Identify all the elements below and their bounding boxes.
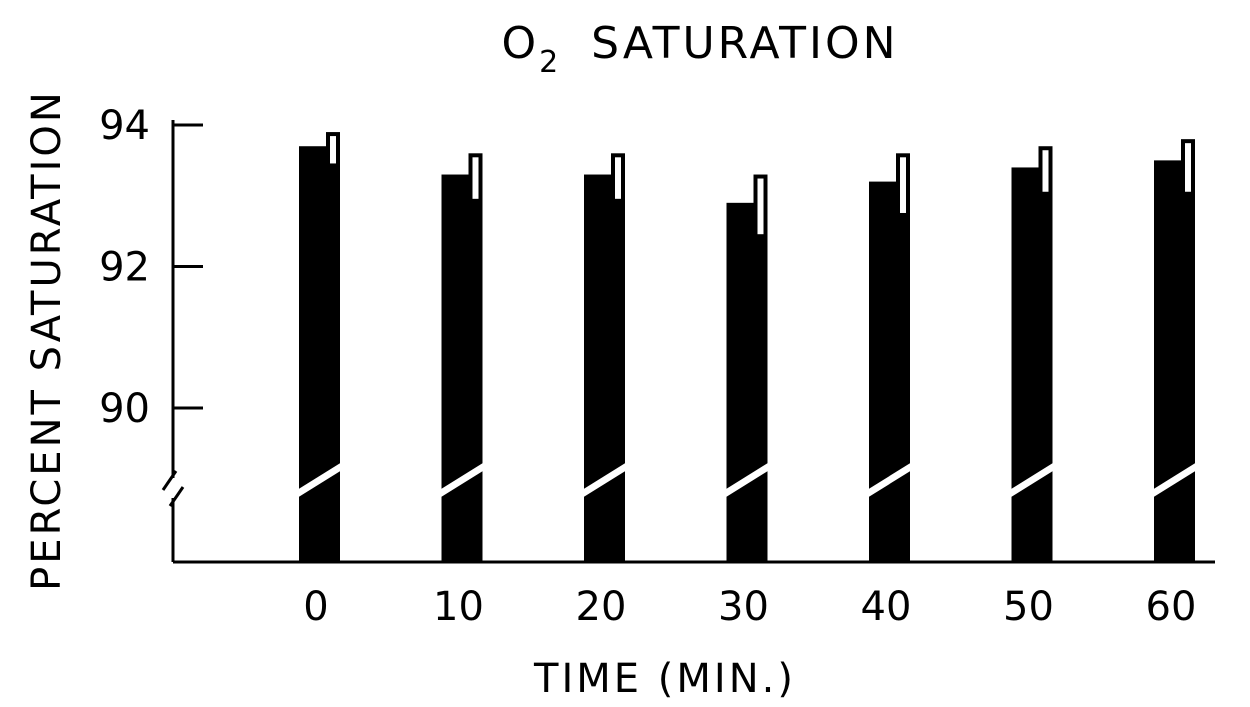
open-bar: [900, 157, 906, 213]
solid-bar-extension: [611, 174, 625, 562]
open-bar: [1185, 143, 1191, 192]
error-marker: [609, 195, 611, 198]
title-o: O: [501, 18, 539, 69]
x-tick-label: 60: [1146, 584, 1197, 630]
x-tick-label: 30: [718, 584, 769, 630]
solid-bar: [584, 174, 614, 562]
error-marker: [894, 209, 896, 212]
tick-labels: 90 92 94 0 10 20 30 40 50 60: [99, 103, 1196, 630]
solid-bar-extension: [1181, 160, 1195, 562]
solid-bar: [299, 146, 329, 562]
bar-break-gap: [1009, 462, 1055, 498]
bar-break-gap: [724, 462, 770, 498]
x-axis-title: TIME (MIN.): [533, 656, 796, 702]
x-tick-label: 40: [861, 584, 912, 630]
x-tick-label: 50: [1003, 584, 1054, 630]
solid-bar-extension: [896, 181, 910, 562]
title-saturation: SATURATION: [591, 18, 898, 69]
bar-break-gap: [582, 462, 627, 498]
bar-break-gap: [297, 462, 342, 498]
solid-bar-extension: [468, 174, 483, 562]
solid-bar-extension: [1038, 167, 1053, 562]
bar-break-gap: [439, 462, 485, 498]
bar-break-gap: [1152, 462, 1197, 498]
open-bar: [472, 157, 479, 199]
solid-bar: [1011, 167, 1042, 562]
solid-bar: [726, 202, 757, 562]
axis-break-mark: [161, 470, 178, 491]
chart-title: O2 SATURATION: [501, 18, 898, 80]
error-marker: [1179, 188, 1181, 191]
bars: [297, 132, 1197, 562]
axis-break-mark: [168, 486, 185, 507]
y-axis-title: PERCENT SATURATION: [24, 89, 70, 591]
solid-bar: [869, 181, 899, 562]
error-marker: [324, 167, 326, 170]
open-bar: [1042, 150, 1049, 192]
x-tick-label: 0: [303, 584, 328, 630]
open-bar: [615, 157, 621, 199]
bar-break-gap: [867, 462, 912, 498]
solid-bar-extension: [326, 146, 340, 562]
y-tick-label: 94: [99, 103, 150, 149]
title-subscript: 2: [539, 45, 561, 80]
x-tick-label: 20: [576, 584, 627, 630]
open-bar: [757, 178, 764, 235]
error-marker: [1036, 188, 1039, 191]
open-bar: [330, 136, 336, 164]
y-tick-label: 92: [99, 245, 150, 291]
error-marker: [751, 231, 754, 234]
y-tick-label: 90: [99, 386, 150, 432]
error-marker: [466, 195, 469, 198]
x-tick-label: 10: [433, 584, 484, 630]
solid-bar: [1154, 160, 1184, 562]
solid-bar-extension: [753, 202, 768, 562]
solid-bar: [441, 174, 472, 562]
